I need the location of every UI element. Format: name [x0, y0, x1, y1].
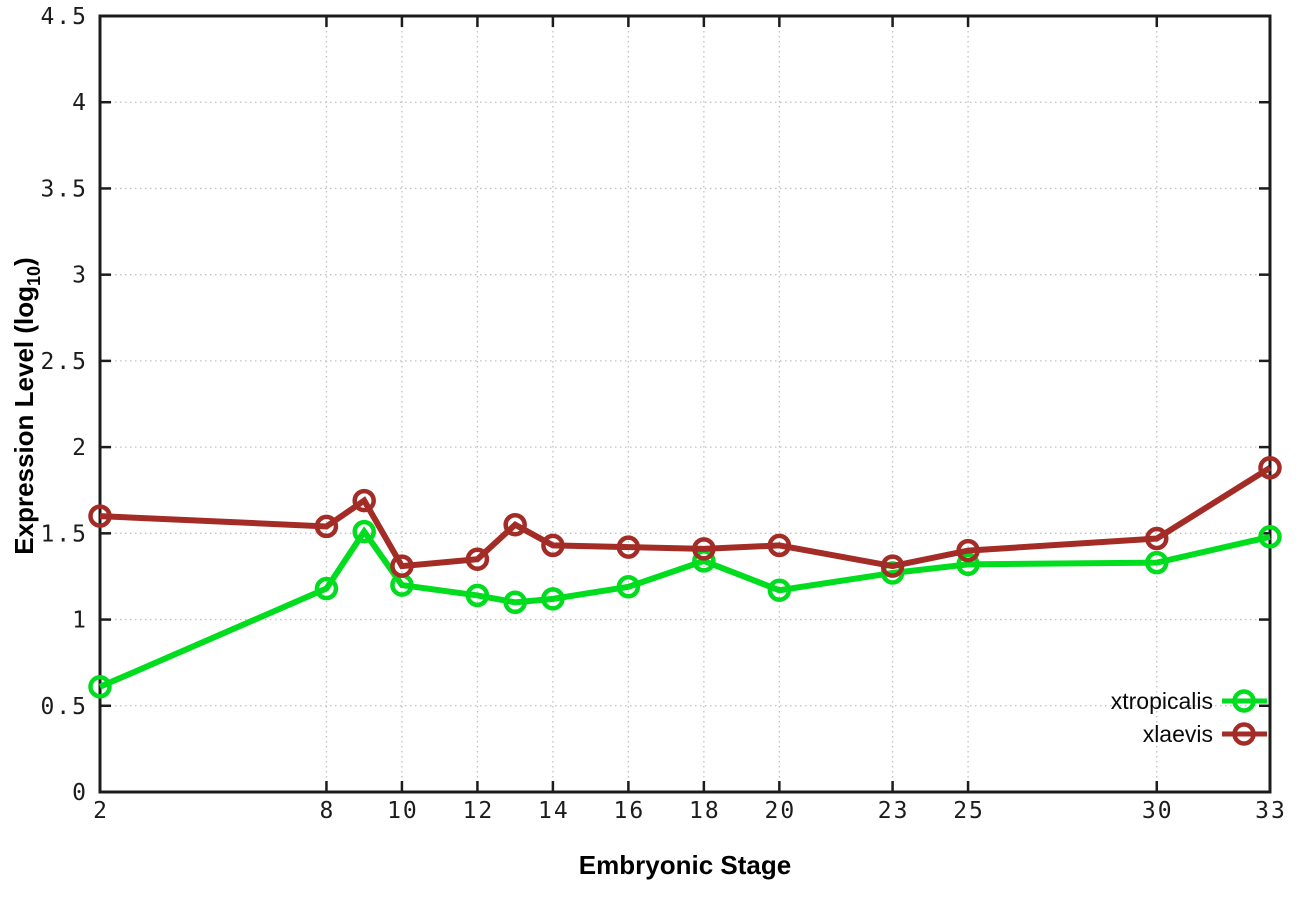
legend-label-xlaevis: xlaevis [1143, 721, 1213, 747]
series-markers-xtropicalis [88, 519, 1282, 699]
y-tick-label: 0 [72, 780, 88, 806]
y-axis-title: Expression Level (log10) [9, 257, 45, 554]
x-tick-label: 18 [689, 798, 721, 824]
tick-label-layer: 0 0.5 1 1.5 2 2.5 3 3.5 4 4.5 2 8 10 12 14 16 18 20 23 25 30… [40, 4, 1287, 824]
x-tick-label: 12 [463, 798, 495, 824]
legend-label-xtropicalis: xtropicalis [1111, 688, 1213, 714]
data-point-marker [503, 590, 527, 615]
plot-border [98, 14, 1272, 794]
x-tick-label: 8 [320, 798, 336, 824]
x-tick-label: 10 [387, 798, 419, 824]
x-tick-label: 33 [1255, 798, 1287, 824]
x-tick-label: 30 [1142, 798, 1174, 824]
y-tick-label: 2 [72, 435, 88, 461]
y-axis-title-suffix: ) [9, 257, 39, 266]
x-tick-label: 16 [614, 798, 646, 824]
data-point-marker [1258, 456, 1282, 480]
data-point-marker [352, 519, 376, 544]
y-tick-label: 3 [72, 263, 88, 289]
legend-marker-icon [1232, 722, 1256, 746]
x-tick-label: 20 [765, 798, 797, 824]
legend: xtropicalis xlaevis [1111, 688, 1267, 747]
data-point-marker [616, 575, 641, 599]
y-tick-label: 0.5 [40, 694, 88, 720]
y-tick-label: 1.5 [40, 521, 88, 547]
data-point-marker [352, 488, 376, 513]
y-tick-label: 4.5 [40, 4, 88, 30]
x-axis-title: Embryonic Stage [578, 850, 792, 880]
y-tick-label: 2.5 [40, 349, 88, 375]
data-point-marker [956, 538, 980, 563]
x-tick-label: 14 [538, 798, 570, 824]
x-tick-label: 23 [878, 798, 910, 824]
y-tick-label: 4 [72, 90, 88, 116]
data-point-marker [956, 552, 980, 577]
data-point-marker [1145, 526, 1169, 551]
data-point-marker [880, 554, 905, 578]
data-point-marker [465, 583, 490, 608]
data-point-marker [616, 535, 641, 559]
data-point-marker [541, 533, 565, 558]
data-point-marker [390, 554, 414, 578]
grid-layer [100, 16, 1270, 792]
data-point-marker [88, 675, 112, 699]
data-point-marker [541, 587, 565, 611]
data-point-marker [314, 576, 339, 601]
data-point-marker [1258, 525, 1282, 549]
y-axis-title-subscript: 10 [24, 265, 44, 286]
data-point-marker [767, 533, 792, 558]
data-point-marker [692, 537, 716, 561]
legend-marker-icon [1232, 689, 1256, 713]
data-point-marker [88, 504, 112, 528]
y-tick-label: 3.5 [40, 176, 88, 202]
data-point-marker [503, 512, 527, 537]
x-tick-label: 2 [93, 798, 109, 824]
y-tick-label: 1 [72, 608, 88, 634]
data-point-marker [314, 514, 339, 539]
series-line-xlaevis [99, 465, 1272, 570]
data-point-marker [767, 578, 792, 602]
data-point-marker [1145, 550, 1169, 575]
data-point-marker [465, 547, 490, 571]
y-axis-title-main: Expression Level (log [9, 285, 39, 555]
series-line-xtropicalis [98, 526, 1271, 690]
x-tick-label: 25 [953, 798, 985, 824]
tick-layer [98, 14, 1272, 794]
series-markers-xlaevis [88, 456, 1282, 578]
